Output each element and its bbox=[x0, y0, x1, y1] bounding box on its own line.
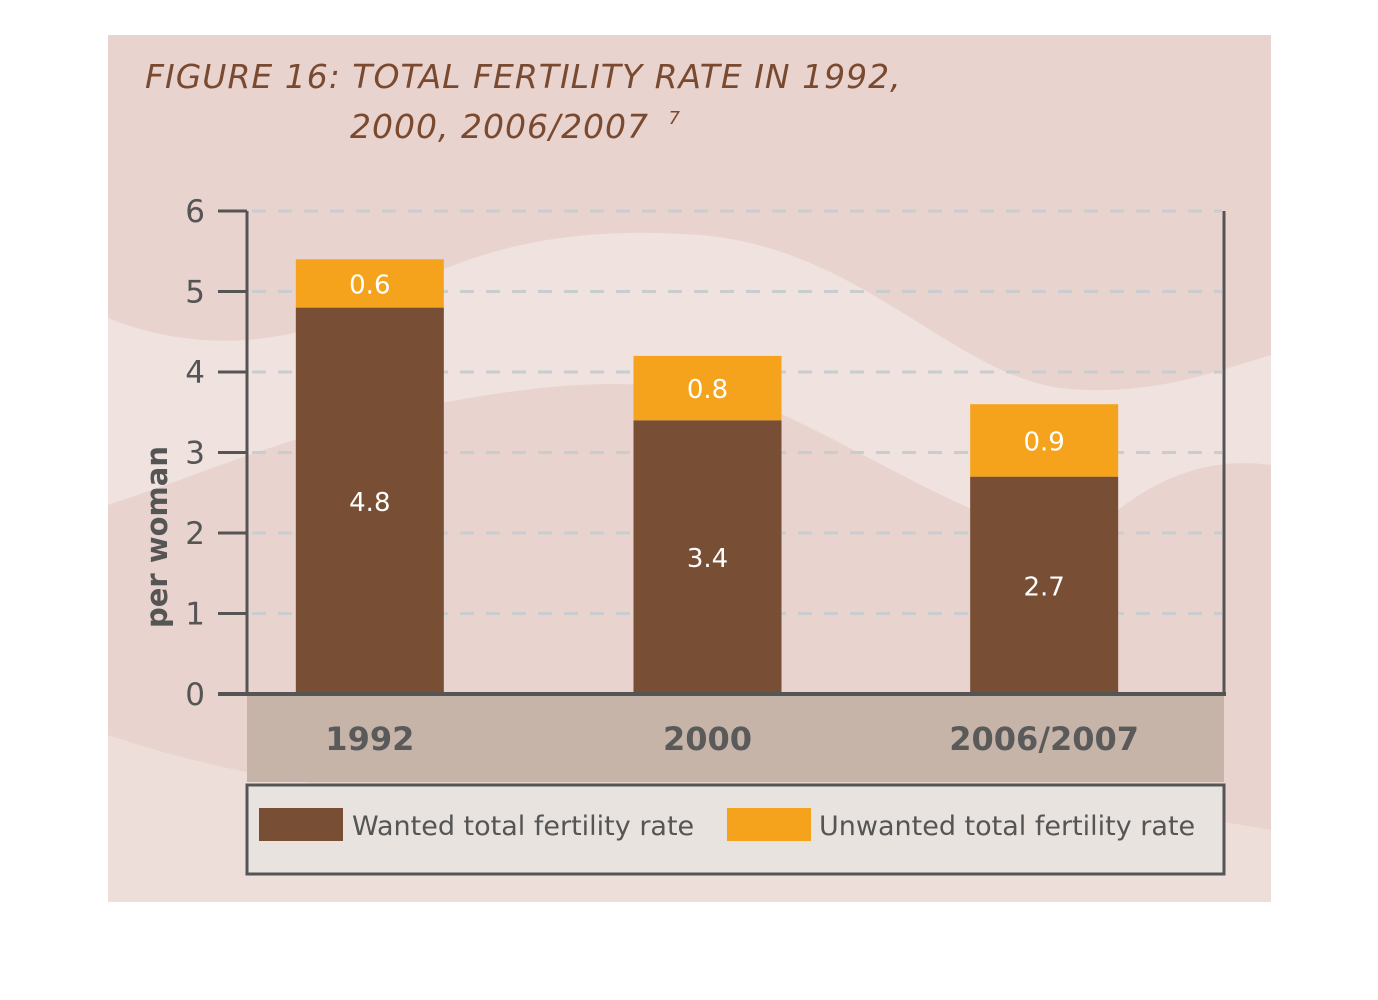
value-label-unwanted: 0.8 bbox=[687, 375, 728, 405]
y-tick-label: 0 bbox=[185, 677, 205, 713]
legend-label-unwanted: Unwanted total fertility rate bbox=[819, 811, 1195, 842]
bar-unwanted bbox=[633, 355, 782, 421]
y-tick-label: 5 bbox=[185, 275, 205, 311]
value-label-unwanted: 0.9 bbox=[1023, 427, 1064, 457]
category-label: 2006/2007 bbox=[949, 720, 1139, 758]
y-axis-label: per woman bbox=[140, 446, 174, 628]
chart-title-line-1: FIGURE 16: TOTAL FERTILITY RATE IN 1992, bbox=[145, 57, 902, 96]
bar-wanted bbox=[633, 420, 782, 694]
bar-wanted bbox=[970, 476, 1119, 694]
legend-label-wanted: Wanted total fertility rate bbox=[352, 811, 694, 842]
legend-item-wanted: Wanted total fertility rate bbox=[259, 808, 694, 842]
legend-item-unwanted: Unwanted total fertility rate bbox=[727, 808, 1195, 842]
value-label-unwanted: 0.6 bbox=[349, 270, 390, 300]
y-tick-label: 3 bbox=[185, 436, 205, 472]
y-tick-label: 4 bbox=[185, 355, 205, 391]
bar-stacks: 4.8 0.6 3.4 0.8 2.7 0.9 bbox=[295, 259, 1119, 694]
bar-unwanted bbox=[295, 259, 444, 308]
value-label-wanted: 4.8 bbox=[349, 488, 390, 518]
y-axis-ticks: 0 1 2 3 4 5 6 bbox=[185, 194, 247, 713]
y-tick-label: 6 bbox=[185, 194, 205, 230]
chart-title-line-2-text: 2000, 2006/2007 bbox=[350, 107, 649, 146]
value-label-wanted: 2.7 bbox=[1023, 572, 1064, 602]
footnote-mark: 7 bbox=[669, 108, 681, 129]
value-label-wanted: 3.4 bbox=[687, 544, 728, 574]
bar-wanted bbox=[295, 307, 444, 694]
legend-swatch-unwanted bbox=[727, 808, 811, 841]
legend-swatch-wanted bbox=[259, 808, 343, 841]
chart-title-line-2: 2000, 2006/2007 7 bbox=[350, 107, 681, 146]
y-tick-label: 1 bbox=[185, 597, 205, 633]
category-labels: 1992 2000 2006/2007 bbox=[325, 720, 1139, 758]
bar-unwanted bbox=[970, 404, 1119, 477]
category-band bbox=[247, 694, 1224, 782]
y-tick-label: 2 bbox=[185, 516, 205, 552]
category-label: 1992 bbox=[325, 720, 414, 758]
category-label: 2000 bbox=[663, 720, 752, 758]
